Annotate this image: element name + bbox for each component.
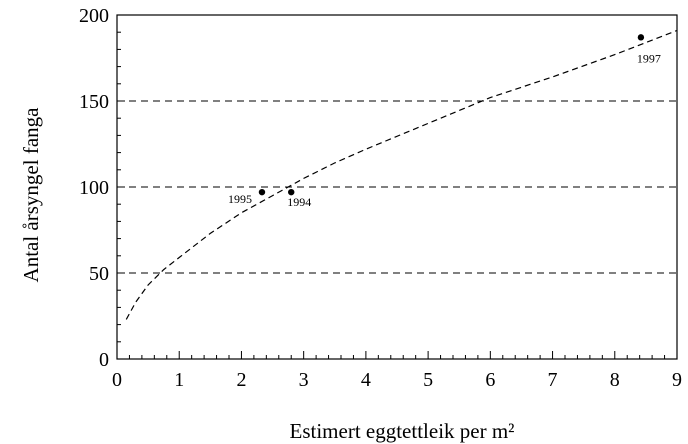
x-axis-label: Estimert eggtettleik per m² [290,419,515,443]
point-label-1994: 1994 [287,195,311,209]
y-tick-label: 0 [99,349,109,371]
x-tick-label: 3 [299,369,309,391]
x-tick-label: 6 [485,369,495,391]
x-tick-label: 0 [112,369,122,391]
data-points: 1995 1994 1997 [228,34,661,209]
data-point-1995 [258,188,266,196]
y-tick-label: 150 [79,91,109,113]
y-tick-label: 200 [79,5,109,27]
x-tick-label: 1 [174,369,184,391]
y-tick-label: 50 [89,263,109,285]
x-tick-label: 5 [423,369,433,391]
y-axis-label: Antal årsyngel fanga [19,107,43,283]
ticks [116,14,678,360]
x-tick-label: 2 [236,369,246,391]
gridlines [117,100,677,274]
x-tick-label: 7 [548,369,558,391]
tick-labels: 0 1 2 3 4 5 6 7 8 9 0 50 100 150 200 [79,5,682,391]
point-label-1997: 1997 [637,51,661,65]
y-tick-label: 100 [79,177,109,199]
x-tick-label: 8 [610,369,620,391]
data-point-1997 [637,34,645,41]
x-tick-label: 4 [361,369,371,391]
trend-curve [125,29,678,320]
data-point-1994 [288,188,295,196]
x-tick-label: 9 [672,369,682,391]
point-label-1995: 1995 [228,192,252,206]
